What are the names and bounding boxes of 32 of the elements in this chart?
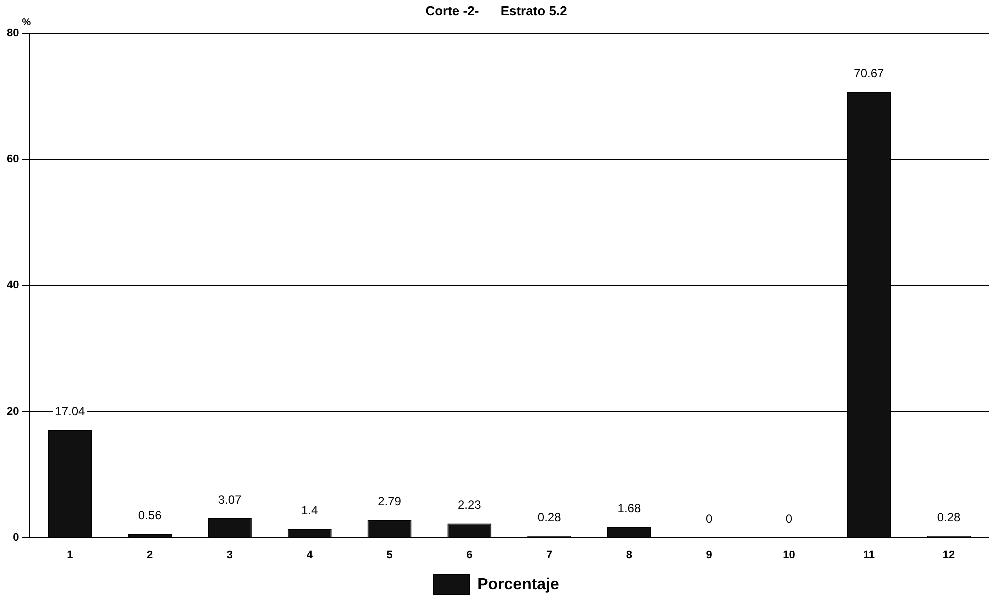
x-tick-label: 2 [147, 549, 154, 562]
x-tick-label: 1 [67, 549, 74, 562]
data-label: 0.56 [138, 508, 162, 523]
data-label: 2.79 [378, 494, 402, 509]
data-label: 0.28 [937, 510, 962, 524]
y-tick-label: 80 [6, 28, 20, 40]
y-tick-label: 60 [6, 154, 20, 166]
x-tick-label: 3 [226, 549, 234, 562]
x-tick-label: 6 [466, 549, 473, 562]
y-tick-label: 0 [13, 532, 20, 544]
data-label: 3.07 [218, 492, 242, 507]
x-tick-label: 8 [626, 549, 633, 562]
x-tick-label: 9 [706, 549, 712, 562]
chart-title: Corte -2- Estrato 5.2 [426, 3, 568, 18]
y-tick-label: 40 [6, 280, 20, 292]
data-label: 1.4 [302, 503, 319, 518]
data-label: 70.67 [854, 66, 884, 81]
data-label: 2.23 [458, 498, 482, 512]
x-tick-label: 7 [546, 549, 553, 562]
data-label: 0 [786, 512, 793, 526]
x-tick-label: 4 [306, 549, 314, 562]
x-tick-label: 12 [942, 549, 956, 562]
data-label: 0.28 [538, 510, 562, 524]
data-label: 1.68 [618, 502, 642, 516]
y-tick-label: 20 [6, 406, 20, 418]
data-label: 17.04 [55, 404, 86, 419]
x-tick-label: 5 [386, 549, 393, 562]
legend-label: Porcentaje [478, 576, 560, 594]
x-tick-label: 10 [783, 549, 796, 562]
data-label: 0 [706, 512, 714, 526]
x-tick-label: 11 [863, 549, 875, 562]
y-axis-title: % [22, 17, 32, 28]
